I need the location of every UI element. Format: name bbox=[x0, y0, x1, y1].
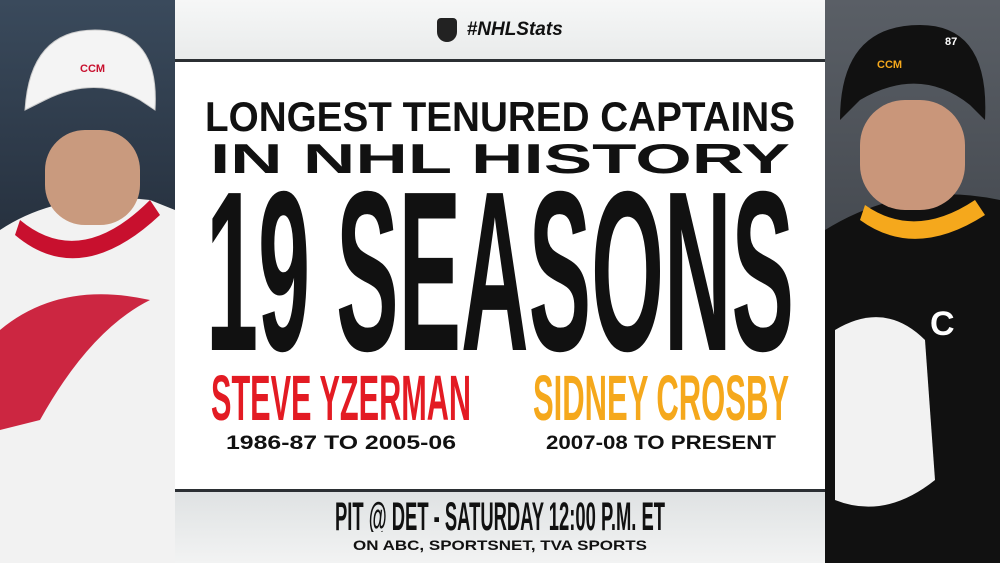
crosby-photo: C CCM 87 bbox=[825, 0, 1000, 563]
helmet-number: 87 bbox=[945, 36, 957, 48]
player-name-crosby: SIDNEY CROSBY bbox=[533, 372, 789, 424]
broadcast-info-wrap: ON ABC, SPORTSNET, TVA SPORTS bbox=[353, 537, 647, 553]
center-panel: #NHLStats LONGEST TENURED CAPTAINS IN NH… bbox=[175, 0, 825, 563]
header-bar: #NHLStats bbox=[175, 0, 825, 62]
hashtag: #NHLStats bbox=[466, 19, 563, 40]
footer-bar: PIT @ DET - SATURDAY 12:00 P.M. ET ON AB… bbox=[175, 489, 825, 563]
stat-value: 19 SEASONS bbox=[206, 182, 794, 354]
title-line-1: LONGEST TENURED CAPTAINS bbox=[205, 95, 795, 135]
player-name-crosby-wrap: SIDNEY CROSBY bbox=[533, 372, 789, 424]
title-line-1-wrap: LONGEST TENURED CAPTAINS bbox=[205, 95, 795, 135]
tenure-yzerman: 1986-87 TO 2005-06 bbox=[226, 433, 456, 452]
yzerman-photo: CCM bbox=[0, 0, 175, 563]
player-name-yzerman: STEVE YZERMAN bbox=[211, 372, 471, 424]
game-info: PIT @ DET - SATURDAY 12:00 P.M. ET bbox=[335, 500, 665, 532]
title-line-2-wrap: IN NHL HISTORY bbox=[210, 137, 790, 177]
game-info-wrap: PIT @ DET - SATURDAY 12:00 P.M. ET bbox=[335, 500, 665, 532]
tenure-crosby: 2007-08 TO PRESENT bbox=[546, 433, 776, 452]
broadcast-info: ON ABC, SPORTSNET, TVA SPORTS bbox=[353, 537, 647, 553]
title-line-2: IN NHL HISTORY bbox=[210, 137, 790, 177]
nhl-logo-icon bbox=[437, 18, 458, 42]
tenure-crosby-wrap: 2007-08 TO PRESENT bbox=[546, 433, 776, 452]
captain-c: C bbox=[930, 305, 955, 343]
tenure-yzerman-wrap: 1986-87 TO 2005-06 bbox=[226, 433, 456, 452]
helmet-logo: CCM bbox=[80, 63, 105, 75]
stat-value-wrap: 19 SEASONS bbox=[206, 182, 794, 354]
player-name-yzerman-wrap: STEVE YZERMAN bbox=[211, 372, 471, 424]
helmet-brand: CCM bbox=[877, 59, 902, 71]
